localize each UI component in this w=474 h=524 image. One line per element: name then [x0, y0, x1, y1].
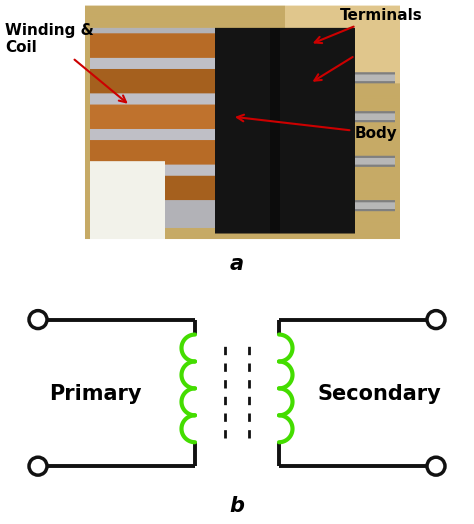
Circle shape	[427, 311, 445, 329]
Text: Terminals: Terminals	[315, 8, 423, 43]
Text: Body: Body	[237, 115, 398, 141]
Text: b: b	[229, 496, 245, 516]
Text: a: a	[230, 254, 244, 275]
Circle shape	[29, 311, 47, 329]
Text: Primary: Primary	[49, 385, 141, 405]
Text: Secondary: Secondary	[317, 385, 441, 405]
Text: Winding &
Coil: Winding & Coil	[5, 23, 126, 102]
Circle shape	[427, 457, 445, 475]
Circle shape	[29, 457, 47, 475]
